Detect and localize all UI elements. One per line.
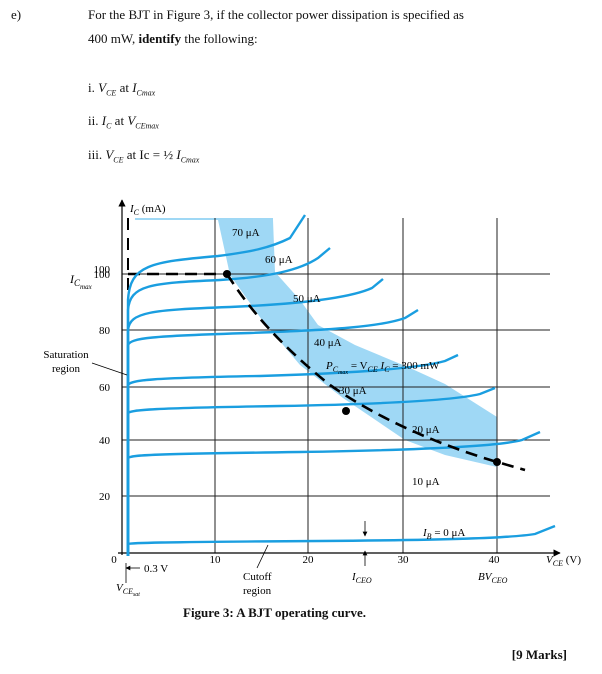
y-tick-label: 20 [99, 491, 111, 503]
x-tick-label: 30 [398, 554, 410, 566]
iceo-label: ICEO [351, 571, 372, 585]
sub-question-1: i. VCE at ICmax [88, 80, 156, 98]
question-line-2: 400 mW, identify the following: [88, 31, 258, 46]
pcmax-point-bvceo [493, 458, 501, 466]
x-tick-labels: 0 10 20 30 40 [111, 554, 500, 566]
x-tick-label: 40 [489, 554, 501, 566]
y-tick-labels: 100 80 60 40 20 [94, 269, 111, 503]
curve-ib-50 [126, 278, 384, 556]
saturation-label-2: region [52, 363, 81, 375]
question-line-1: For the BJT in Figure 3, if the collecto… [88, 7, 464, 22]
ib-curves [126, 214, 556, 556]
icmax-value: 100 [94, 264, 111, 276]
ib-label-70: 70 μA [232, 227, 260, 239]
y-tick-label: 40 [99, 435, 111, 447]
x-tick-label: 10 [210, 554, 222, 566]
pcmax-curve [225, 273, 526, 472]
pcmax-point-mid [342, 407, 350, 415]
x-tick-label: 0 [111, 554, 117, 566]
ib-label-60: 60 μA [265, 254, 293, 266]
ib-label-0: IB = 0 μA [422, 527, 465, 541]
curve-ib-70 [126, 214, 307, 556]
y-tick-label: 60 [99, 382, 111, 394]
bvceo-label: BVCEO [478, 571, 508, 585]
curve-ib-60 [126, 247, 331, 556]
y-tick-label: 80 [99, 325, 111, 337]
ib-labels: 70 μA 60 μA 50 μA 40 μA 30 μA 20 μA 10 μ… [232, 227, 465, 541]
curve-ib-20 [126, 386, 496, 556]
vcesat-value: 0.3 V [144, 563, 168, 575]
curve-ib-30 [126, 353, 459, 556]
saturation-pointer [91, 362, 128, 376]
curve-ib-10 [126, 430, 541, 556]
y-axis-label: IC (mA) [129, 203, 166, 217]
sub-question-2: ii. IC at VCEmax [88, 113, 159, 131]
ib-label-30: 30 μA [339, 385, 367, 397]
x-axis-label: VCE (V) [546, 554, 581, 568]
cutoff-label: Cutoff [243, 571, 272, 583]
x-tick-label: 20 [303, 554, 315, 566]
curve-ib-40 [126, 308, 419, 556]
pcmax-label: PCmax = VCE IC = 300 mW [325, 360, 440, 376]
figure-caption: Figure 3: A BJT operating curve. [183, 605, 366, 620]
cutoff-pointer [256, 544, 269, 569]
icmax-label: ICmax [69, 272, 93, 291]
sub-question-3: iii. VCE at Ic = ½ ICmax [88, 147, 200, 165]
curve-ib-0 [126, 524, 556, 556]
y-tick-label: 100 [94, 269, 111, 281]
ib-label-40: 40 μA [314, 337, 342, 349]
saturation-label: Saturation [43, 349, 89, 361]
question-emphasis: identify [138, 31, 182, 46]
pcmax-point-icmax [223, 270, 231, 278]
ib-label-20: 20 μA [412, 424, 440, 436]
ib-label-50: 50 μA [293, 293, 321, 305]
cutoff-label-2: region [243, 585, 272, 597]
vcesat-label: VCEsat [116, 582, 140, 598]
question-label: e) [11, 7, 22, 22]
operating-region [135, 218, 497, 467]
marks-label: [9 Marks] [511, 647, 567, 662]
ib-label-10: 10 μA [412, 476, 440, 488]
